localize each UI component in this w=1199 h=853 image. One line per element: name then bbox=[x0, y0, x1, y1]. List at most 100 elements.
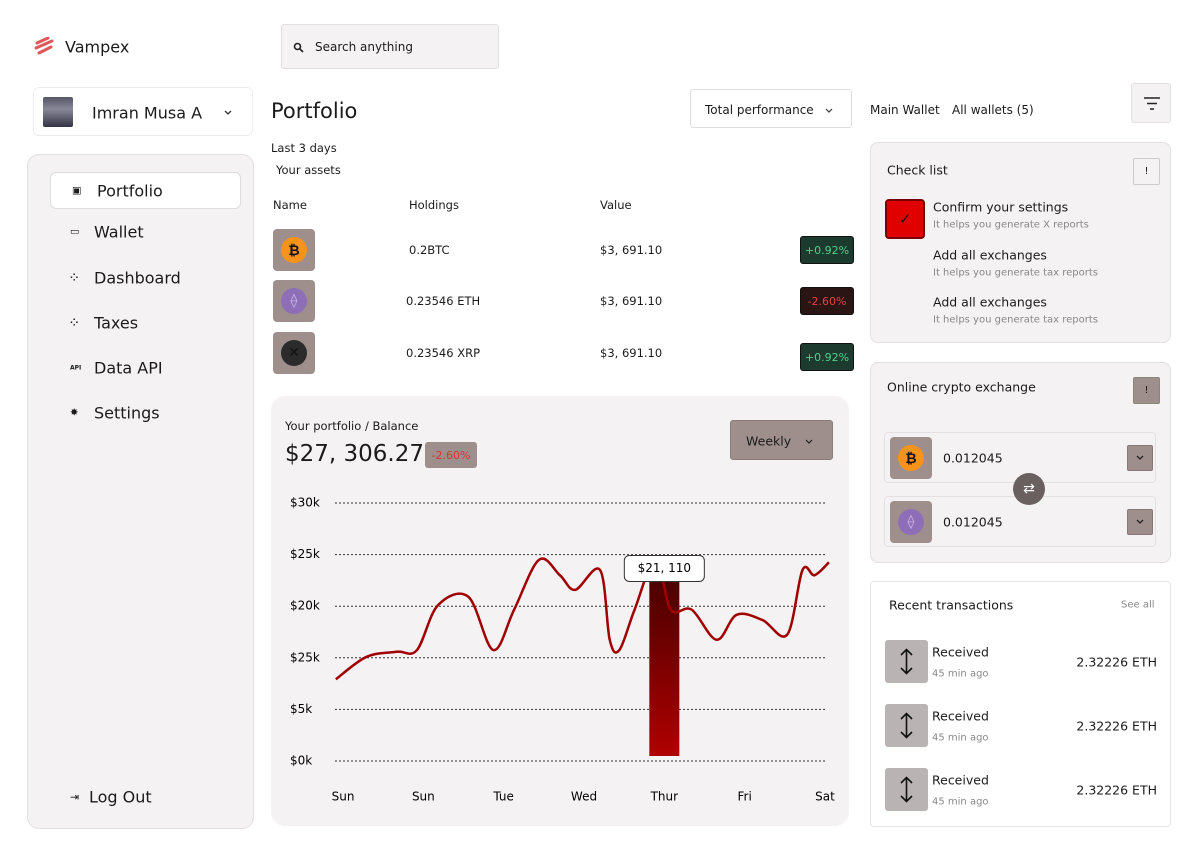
nav-item[interactable]: Settings bbox=[94, 403, 160, 423]
x-tick-label: Tue bbox=[492, 790, 514, 804]
chevron bbox=[224, 110, 232, 115]
coin-icon: ✕ bbox=[273, 332, 315, 374]
chevron bbox=[1136, 519, 1144, 524]
balance-amount: $27, 306.27 bbox=[285, 441, 424, 467]
coin-symbol: ⟠ bbox=[281, 288, 307, 314]
brand: Vampex bbox=[65, 37, 130, 57]
sidebar: ▣ Portfolio ▭ Wallet ⁘ Dashboard ⁘ Taxes API Data… bbox=[27, 154, 254, 829]
value: $3, 691.10 bbox=[600, 294, 663, 308]
tx-icon bbox=[885, 640, 928, 683]
nav-active bbox=[50, 172, 241, 209]
coin-icon: ⟠ bbox=[273, 280, 315, 322]
see-all[interactable]: See all bbox=[1121, 599, 1155, 611]
chevron bbox=[805, 439, 813, 444]
table-header: Name bbox=[273, 198, 307, 212]
x-tick-label: Sat bbox=[815, 790, 835, 804]
arrow-icon bbox=[900, 712, 913, 739]
chevron bbox=[1136, 455, 1144, 460]
wallet-tab[interactable]: All wallets (5) bbox=[952, 103, 1034, 117]
nav-item[interactable]: Data API bbox=[94, 358, 163, 378]
performance-label: Total performance bbox=[705, 103, 814, 117]
nav-item[interactable]: Portfolio bbox=[97, 181, 163, 201]
info-icon[interactable]: ! bbox=[1133, 158, 1160, 185]
search-box[interactable]: Search anything bbox=[281, 24, 499, 69]
search-icon bbox=[293, 42, 304, 53]
filter-button[interactable] bbox=[1131, 83, 1171, 123]
balance-card bbox=[271, 396, 849, 826]
coin-symbol: ⟠ bbox=[898, 509, 924, 535]
tx-type: Received bbox=[932, 644, 989, 660]
transactions-card: Recent transactions See all Received 45 m… bbox=[870, 581, 1171, 827]
tx-time: 45 min ago bbox=[932, 668, 989, 680]
range-label: Weekly bbox=[746, 433, 792, 449]
tx-time: 45 min ago bbox=[932, 796, 989, 808]
performance-select[interactable]: Total performance bbox=[690, 89, 852, 128]
exchange-card: Online crypto exchange ! ₿ 0.012045 ⟠ 0.012… bbox=[870, 362, 1171, 563]
tx-amount: 2.32226 ETH bbox=[1076, 654, 1157, 670]
logout-icon: ⇥ bbox=[70, 790, 80, 804]
logout[interactable]: Log Out bbox=[89, 787, 152, 807]
coin-icon: ₿ bbox=[273, 229, 315, 271]
holdings: 0.23546 ETH bbox=[406, 294, 481, 308]
period: Last 3 days bbox=[271, 141, 337, 155]
line bbox=[335, 557, 830, 681]
checklist-card: Check list ! ✓ Confirm your settings It h… bbox=[870, 142, 1171, 343]
coin-symbol: ₿ bbox=[281, 237, 307, 263]
change-badge: -2.60% bbox=[800, 287, 854, 315]
logo bbox=[34, 37, 54, 55]
table-header: Value bbox=[600, 198, 632, 212]
check-note: It helps you generate tax reports bbox=[933, 267, 1098, 279]
coin-icon: ⟠ bbox=[890, 501, 932, 543]
swap-button[interactable]: ⇄ bbox=[1013, 473, 1045, 505]
filter-icon bbox=[1144, 97, 1160, 110]
nav-icon: ▣ bbox=[72, 185, 82, 197]
nav-icon: ⁘ bbox=[70, 272, 79, 284]
user-card[interactable]: Imran Musa A bbox=[33, 87, 253, 136]
exchange-dropdown[interactable] bbox=[1127, 445, 1153, 471]
check-note: It helps you generate X reports bbox=[933, 219, 1089, 231]
y-tick-label: $25k bbox=[290, 547, 320, 561]
checkbox[interactable]: ✓ bbox=[885, 199, 925, 239]
coin-symbol: ✕ bbox=[281, 340, 307, 366]
tx-amount: 2.32226 ETH bbox=[1076, 782, 1157, 798]
y-tick-label: $0k bbox=[290, 754, 312, 768]
arrow-icon bbox=[900, 776, 913, 803]
nav-item[interactable]: Taxes bbox=[94, 313, 139, 333]
nav-icon: ⁘ bbox=[70, 317, 79, 329]
nav-item[interactable]: Wallet bbox=[94, 222, 144, 242]
nav-item[interactable]: Dashboard bbox=[94, 268, 181, 288]
value: $3, 691.10 bbox=[600, 243, 663, 257]
page-title: Portfolio bbox=[271, 99, 358, 123]
value: $3, 691.10 bbox=[600, 346, 663, 360]
exchange-row[interactable]: ⟠ 0.012045 bbox=[884, 496, 1156, 547]
info-icon[interactable]: ! bbox=[1133, 377, 1160, 404]
assets-subtitle: Your assets bbox=[276, 163, 341, 177]
y-tick-label: $30k bbox=[290, 496, 320, 510]
wallet-tab[interactable]: Main Wallet bbox=[870, 103, 940, 117]
exchange-amount: 0.012045 bbox=[943, 450, 1003, 466]
holdings: 0.23546 XRP bbox=[406, 346, 481, 360]
chevron bbox=[825, 108, 833, 113]
exchange-row[interactable]: ₿ 0.012045 bbox=[884, 432, 1156, 483]
tx-icon bbox=[885, 768, 928, 811]
balance-change: -2.60% bbox=[425, 442, 477, 468]
search-placeholder: Search anything bbox=[315, 40, 413, 54]
range-select[interactable]: Weekly bbox=[730, 420, 833, 460]
x-tick-label: Sun bbox=[412, 790, 435, 804]
checklist-title: Check list bbox=[887, 162, 948, 178]
user-name: Imran Musa A bbox=[92, 103, 203, 123]
nav-icon: ✸ bbox=[70, 407, 79, 419]
change-badge: +0.92% bbox=[800, 343, 854, 371]
tx-amount: 2.32226 ETH bbox=[1076, 718, 1157, 734]
y-tick-label: $5k bbox=[290, 702, 312, 716]
coin-symbol: ₿ bbox=[898, 445, 924, 471]
check-title: Add all exchanges bbox=[933, 294, 1047, 310]
check-title: Confirm your settings bbox=[933, 199, 1069, 215]
nav-icon: API bbox=[70, 364, 82, 372]
exchange-dropdown[interactable] bbox=[1127, 509, 1153, 535]
check-title: Add all exchanges bbox=[933, 247, 1047, 263]
y-tick-label: $20k bbox=[290, 599, 320, 613]
tx-type: Received bbox=[932, 708, 989, 724]
arrow-icon bbox=[900, 648, 913, 675]
